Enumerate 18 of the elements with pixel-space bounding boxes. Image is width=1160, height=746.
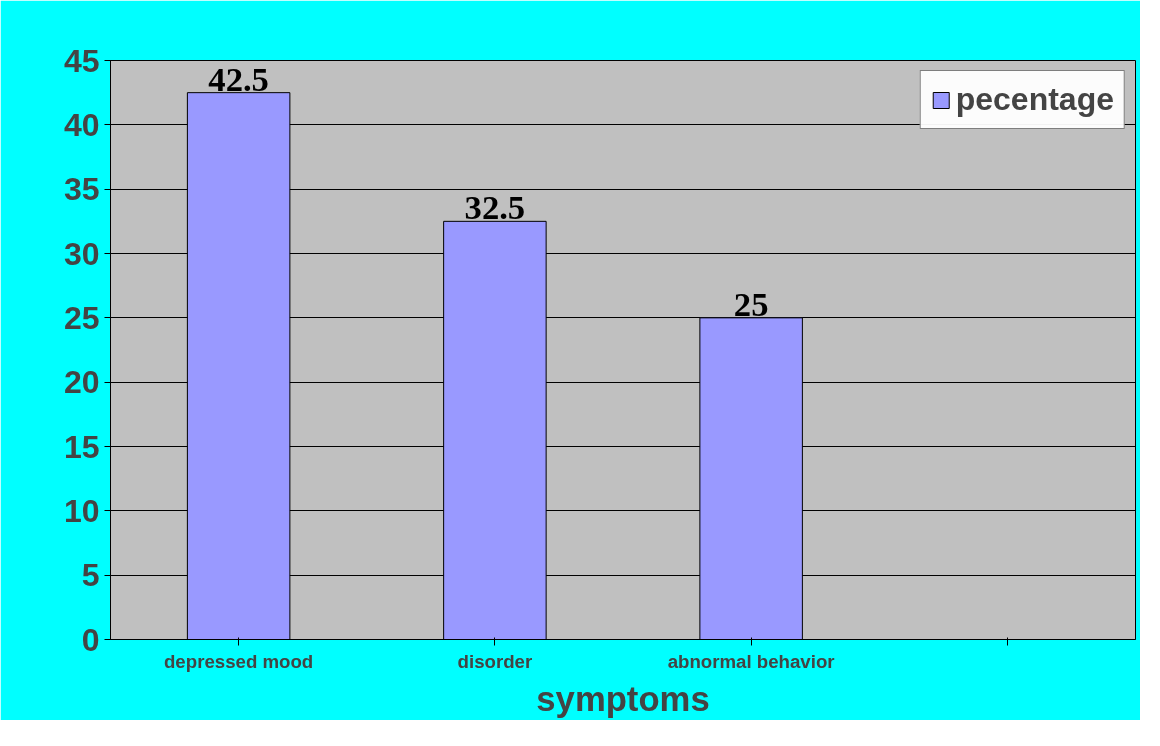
y-tick-label: 25 <box>63 299 100 336</box>
legend-label: pecentage <box>955 81 1114 118</box>
y-tick-label: 10 <box>63 492 100 529</box>
x-tick-label: abnormal behavior <box>667 650 835 672</box>
y-tick-label: 40 <box>63 106 100 143</box>
data-label: 32.5 <box>464 188 526 227</box>
data-label: 25 <box>733 284 769 323</box>
y-tick-label: 20 <box>63 364 100 401</box>
y-tick-label: 30 <box>63 235 100 272</box>
y-tick-label: 45 <box>63 42 100 79</box>
y-tick-label: 0 <box>81 621 100 658</box>
y-tick-label: 5 <box>81 557 100 594</box>
y-tick-label: 15 <box>63 428 100 465</box>
data-label: 42.5 <box>208 59 269 98</box>
y-tick-label: 35 <box>63 171 100 208</box>
x-tick-label: disorder <box>457 650 533 672</box>
x-tick-label: depressed mood <box>163 650 314 672</box>
x-axis-title: symptoms <box>536 679 710 718</box>
